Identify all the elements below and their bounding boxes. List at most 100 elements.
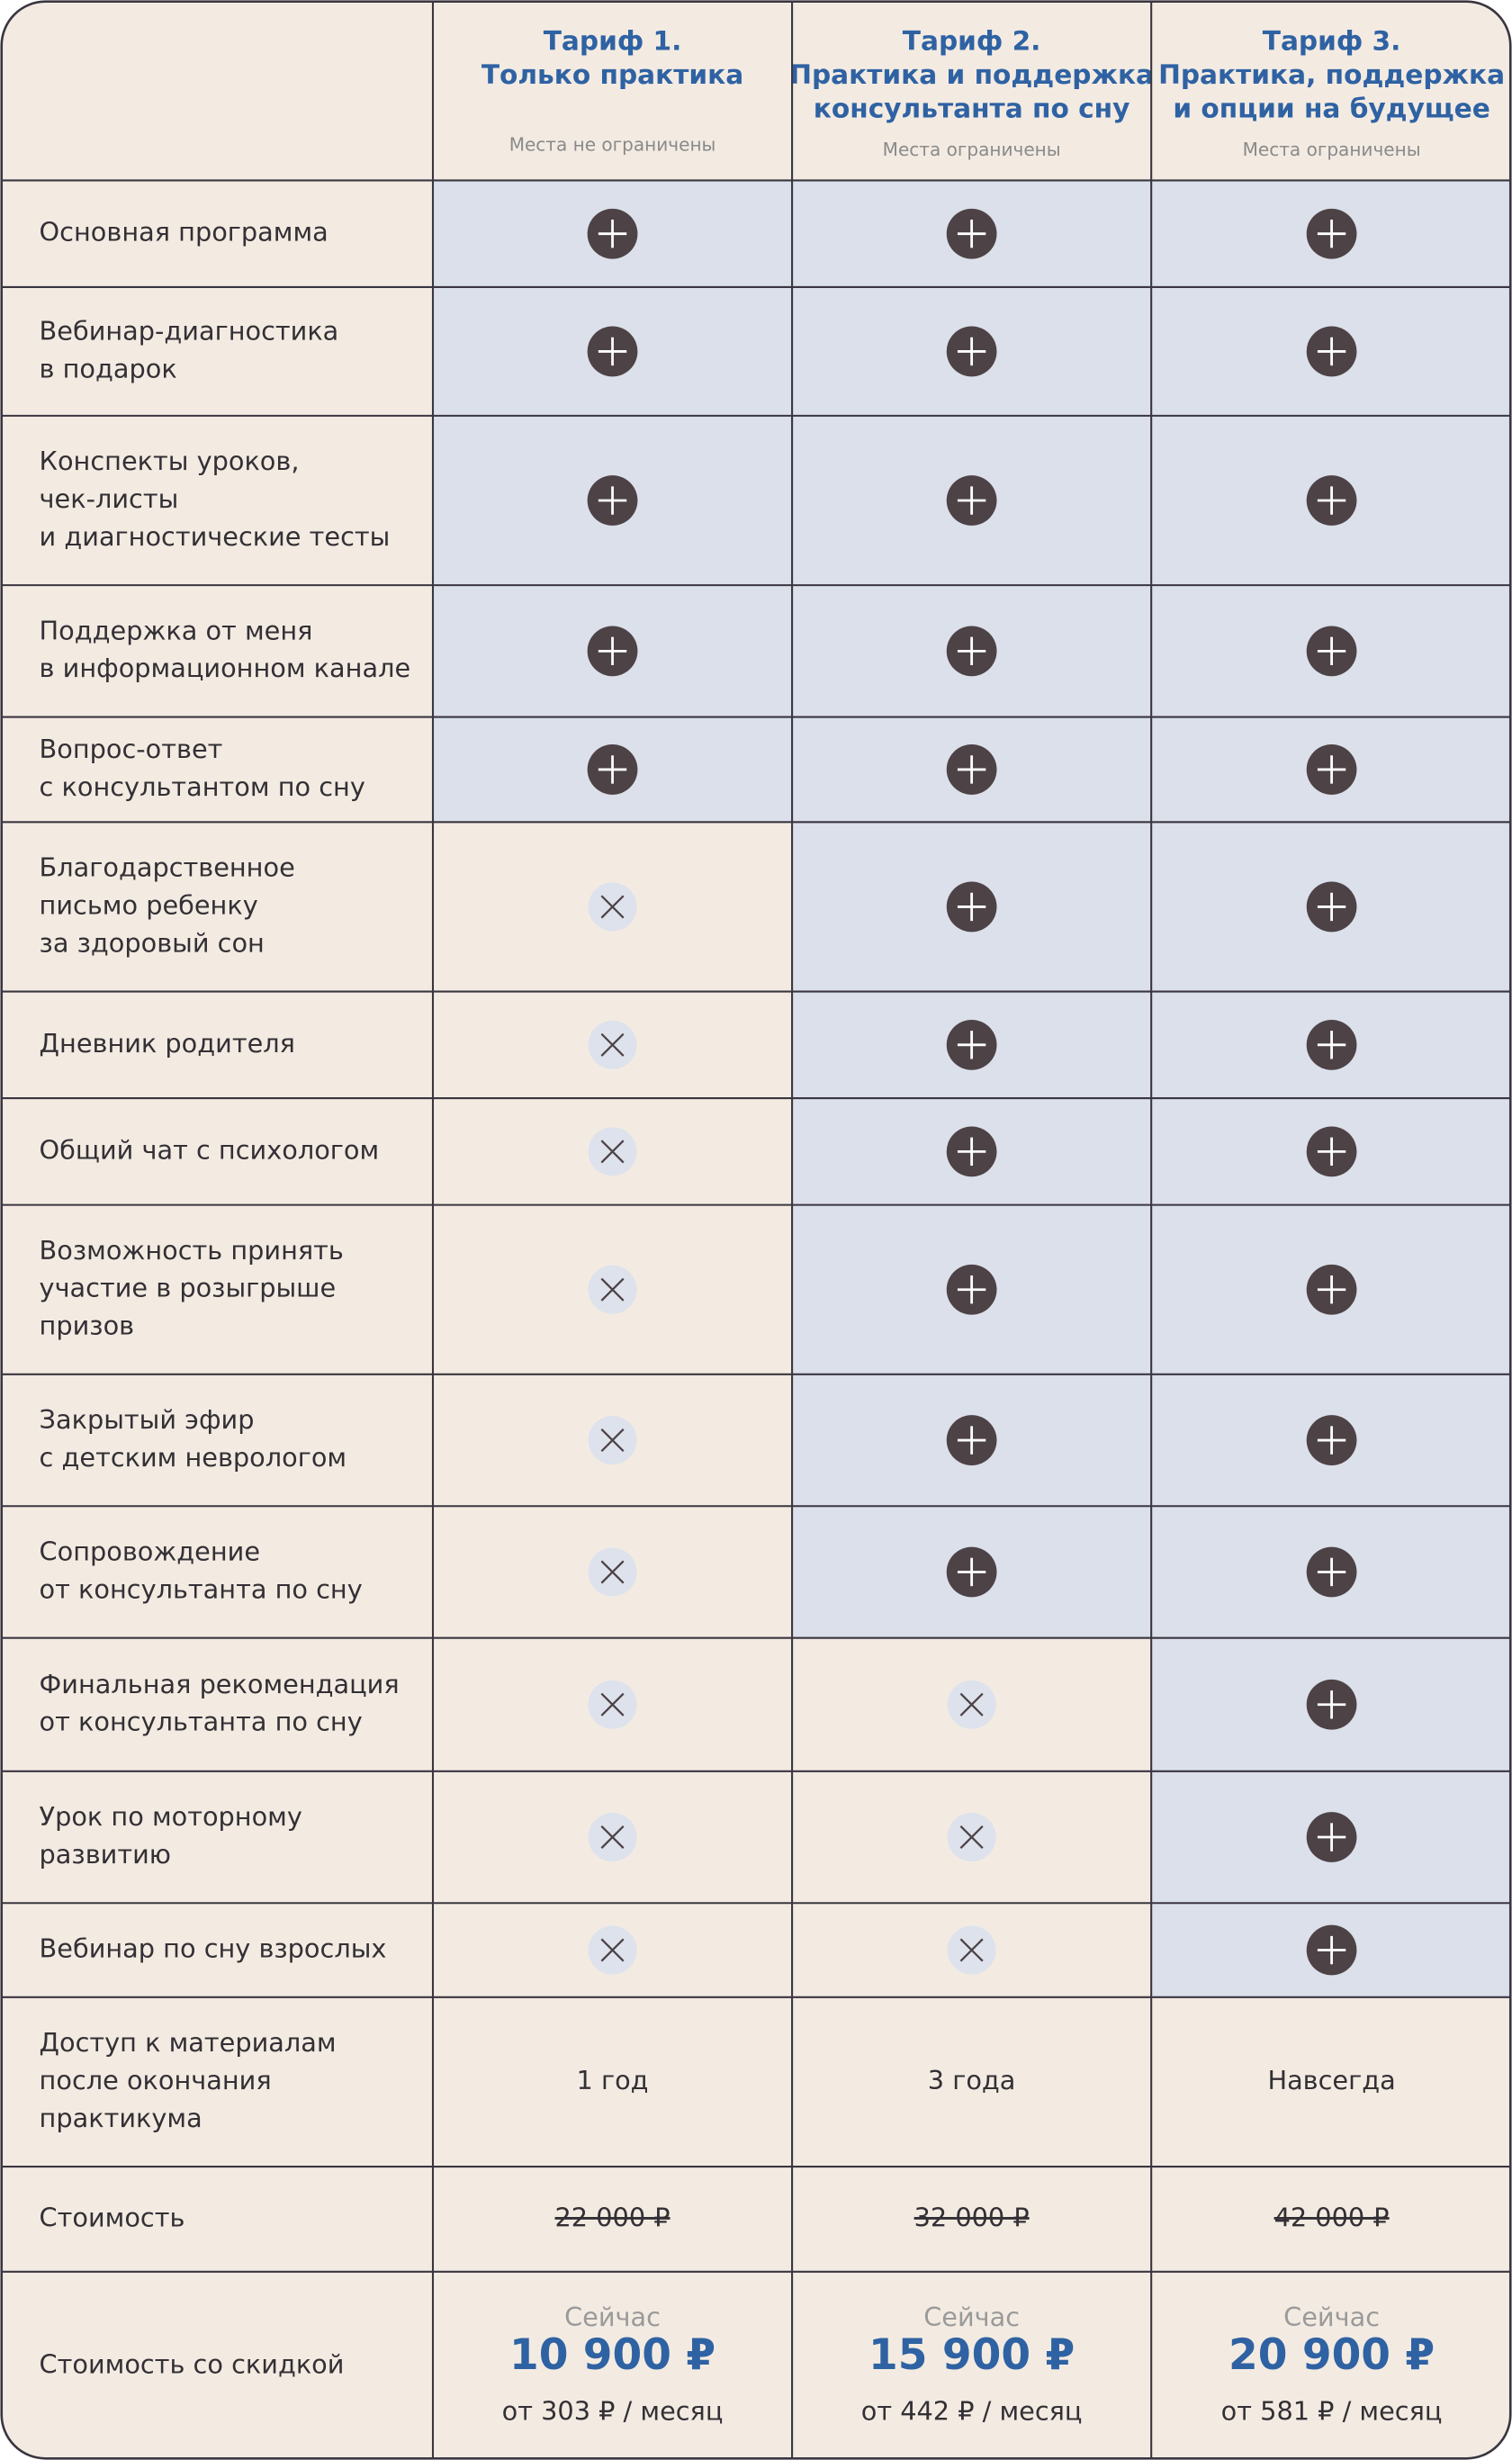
excluded-icon-x <box>600 895 625 919</box>
monthly-price: от 442 ₽ / месяц <box>861 2396 1083 2427</box>
label-line: за здоровый сон <box>40 927 265 958</box>
label-line: Основная программа <box>40 217 328 248</box>
included-icon-plus <box>1317 1557 1346 1587</box>
included-icon-plus <box>1317 1935 1346 1965</box>
plan-title: и опции на будущее <box>1173 94 1490 124</box>
cell-bg <box>1 1506 433 1638</box>
included-icon-plus <box>957 220 986 248</box>
label-line: с консультантом по сну <box>40 771 365 802</box>
plan-title: консультанта по сну <box>814 94 1130 124</box>
included-icon-plus <box>598 486 627 515</box>
included-icon-plus <box>1317 1690 1346 1719</box>
included-icon-plus <box>957 755 986 784</box>
label-line: после окончания <box>40 2065 272 2095</box>
label-line: Благодарственное <box>40 852 295 883</box>
label-line: Общий чат с психологом <box>40 1134 380 1165</box>
row-label: Стоимость <box>40 2202 185 2232</box>
included-icon-plus <box>1317 1275 1346 1304</box>
label-line: Конспекты уроков, <box>40 446 300 476</box>
plan-note: Места не ограничены <box>509 134 716 156</box>
cell-bg <box>1 1996 1511 2167</box>
label-line: Возможность принять <box>40 1235 344 1266</box>
access-period: 1 год <box>577 2065 649 2095</box>
included-icon-plus <box>1317 1426 1346 1455</box>
included-icon-plus <box>1317 220 1346 248</box>
cell-bg <box>1 415 433 586</box>
label-line: Доступ к материалам <box>40 2027 337 2058</box>
label-line: участие в розыгрыше <box>40 1273 337 1303</box>
label-line: в подарок <box>40 353 177 383</box>
row-label: Стоимость со скидкой <box>40 2348 345 2379</box>
cell-bg <box>1 1374 433 1507</box>
cell-bg <box>1 1771 433 1904</box>
included-icon-plus <box>1317 1137 1346 1167</box>
access-period: 3 года <box>928 2065 1016 2095</box>
price-caption: Сейчас <box>564 2302 661 2332</box>
label-line: Вопрос-ответ <box>40 734 223 764</box>
plan-note: Места ограничены <box>883 139 1061 160</box>
included-icon-plus <box>1317 1823 1346 1852</box>
label-line: чек-листы <box>40 483 179 514</box>
label-line: в информационном канале <box>40 653 411 683</box>
included-icon-plus <box>957 892 986 922</box>
label-line: Сопровождение <box>40 1536 260 1567</box>
label-line: призов <box>40 1311 135 1341</box>
label-line: Урок по моторному <box>40 1801 302 1832</box>
included-icon-plus <box>957 1031 986 1059</box>
included-icon-plus <box>1317 636 1346 666</box>
included-icon-plus <box>957 1426 986 1455</box>
monthly-price: от 303 ₽ / месяц <box>502 2396 724 2427</box>
old-price: 42 000 ₽ <box>1274 2202 1390 2232</box>
plan-title: Практика, поддержка <box>1158 59 1505 90</box>
access-period: Навсегда <box>1267 2065 1395 2095</box>
cell-bg <box>1 2167 1511 2272</box>
label-line: Вебинар-диагностика <box>40 316 339 347</box>
cell-bg <box>1 1903 433 1997</box>
excluded-icon-x <box>600 1032 625 1057</box>
included-icon-plus <box>957 337 986 366</box>
excluded-icon-x <box>600 1825 625 1850</box>
included-icon-plus <box>1317 337 1346 366</box>
plan-note: Места ограничены <box>1243 139 1421 160</box>
price-caption: Сейчас <box>923 2302 1020 2332</box>
discount-price: 15 900 ₽ <box>868 2330 1075 2380</box>
cell-bg <box>1 822 433 992</box>
discount-price: 10 900 ₽ <box>509 2330 716 2380</box>
monthly-price: от 581 ₽ / месяц <box>1221 2396 1443 2427</box>
plan-title: Тариф 3. <box>1263 26 1401 57</box>
included-icon-plus <box>957 636 986 666</box>
label-line: практикума <box>40 2103 202 2133</box>
excluded-icon-x <box>959 1825 984 1850</box>
label-line: Поддержка от меня <box>40 615 313 645</box>
label-line: Дневник родителя <box>40 1028 295 1059</box>
included-icon-plus <box>598 220 627 248</box>
included-icon-plus <box>598 755 627 784</box>
excluded-icon-x <box>600 1692 625 1717</box>
label-line: от консультанта по сну <box>40 1707 363 1737</box>
label-line: и диагностические тесты <box>40 521 391 552</box>
excluded-icon-x <box>600 1277 625 1302</box>
cell-bg <box>1 286 433 416</box>
label-line: от консультанта по сну <box>40 1573 363 1604</box>
cell-bg <box>1 180 433 287</box>
old-price: 32 000 ₽ <box>914 2202 1030 2232</box>
included-icon-plus <box>1317 755 1346 784</box>
label-line: Закрытый эфир <box>40 1404 255 1435</box>
excluded-icon-x <box>600 1428 625 1453</box>
plan-title: Тариф 2. <box>903 26 1041 57</box>
excluded-icon-x <box>600 1140 625 1164</box>
included-icon-plus <box>1317 892 1346 922</box>
label-line: письмо ребенку <box>40 889 258 920</box>
included-icon-plus <box>957 486 986 515</box>
included-icon-plus <box>957 1275 986 1304</box>
label-line: развитию <box>40 1839 171 1870</box>
price-caption: Сейчас <box>1283 2302 1380 2332</box>
cell-bg <box>1 1204 433 1374</box>
included-icon-plus <box>957 1137 986 1167</box>
old-price: 22 000 ₽ <box>555 2202 670 2232</box>
included-icon-plus <box>957 1557 986 1587</box>
excluded-icon-x <box>959 1938 984 1962</box>
plan-title: Только практика <box>482 59 743 90</box>
included-icon-plus <box>1317 1031 1346 1059</box>
